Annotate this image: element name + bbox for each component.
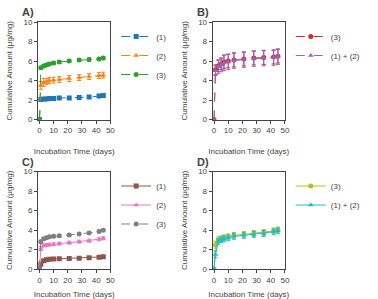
- svg-text:30: 30: [78, 276, 87, 285]
- svg-text:50: 50: [281, 126, 290, 135]
- svg-text:2: 2: [203, 245, 208, 254]
- svg-text:10: 10: [198, 18, 207, 27]
- svg-text:0: 0: [212, 276, 217, 285]
- svg-text:40: 40: [92, 126, 101, 135]
- svg-text:(3): (3): [156, 71, 166, 80]
- svg-text:10: 10: [49, 276, 58, 285]
- svg-text:Cumulative Amount (μg/mg): Cumulative Amount (μg/mg): [180, 170, 189, 270]
- svg-text:4: 4: [28, 226, 33, 235]
- svg-text:10: 10: [23, 18, 32, 27]
- svg-text:30: 30: [78, 126, 87, 135]
- svg-text:20: 20: [63, 126, 72, 135]
- svg-text:50: 50: [106, 126, 115, 135]
- svg-text:(3): (3): [331, 33, 341, 42]
- svg-text:20: 20: [63, 276, 72, 285]
- svg-text:30: 30: [252, 126, 261, 135]
- svg-text:6: 6: [28, 206, 33, 215]
- svg-text:0: 0: [37, 126, 42, 135]
- svg-text:10: 10: [23, 167, 32, 176]
- svg-text:30: 30: [252, 276, 261, 285]
- svg-text:40: 40: [266, 126, 275, 135]
- svg-text:2: 2: [203, 96, 208, 105]
- svg-text:(2): (2): [156, 201, 166, 210]
- svg-text:(2): (2): [156, 52, 166, 61]
- svg-text:6: 6: [203, 57, 208, 66]
- svg-text:(1) + (2): (1) + (2): [331, 201, 360, 210]
- svg-text:6: 6: [28, 57, 33, 66]
- svg-text:0: 0: [37, 276, 42, 285]
- svg-text:C): C): [22, 156, 34, 168]
- svg-text:(3): (3): [156, 220, 166, 229]
- svg-text:10: 10: [49, 126, 58, 135]
- svg-text:(1) + (2): (1) + (2): [331, 52, 360, 61]
- svg-text:(1): (1): [156, 182, 166, 191]
- svg-text:40: 40: [92, 276, 101, 285]
- svg-text:4: 4: [203, 226, 208, 235]
- svg-text:(1): (1): [156, 33, 166, 42]
- svg-text:2: 2: [28, 96, 33, 105]
- svg-text:Incubation Time (days): Incubation Time (days): [208, 290, 289, 299]
- svg-text:Incubation Time (days): Incubation Time (days): [208, 147, 289, 156]
- svg-text:A): A): [22, 6, 34, 18]
- svg-text:Cumulative Amount (μg/mg): Cumulative Amount (μg/mg): [180, 21, 189, 121]
- svg-text:2: 2: [28, 245, 33, 254]
- svg-text:10: 10: [198, 167, 207, 176]
- svg-text:Incubation Time (days): Incubation Time (days): [34, 290, 115, 299]
- svg-text:50: 50: [281, 276, 290, 285]
- svg-text:0: 0: [28, 115, 33, 124]
- svg-text:20: 20: [238, 276, 247, 285]
- svg-text:0: 0: [212, 126, 217, 135]
- svg-text:10: 10: [224, 126, 233, 135]
- svg-text:0: 0: [203, 115, 208, 124]
- svg-text:8: 8: [203, 37, 208, 46]
- svg-text:10: 10: [224, 276, 233, 285]
- svg-text:Cumulative Amount (μg/mg): Cumulative Amount (μg/mg): [5, 21, 14, 121]
- svg-text:8: 8: [28, 37, 33, 46]
- svg-text:Incubation Time (days): Incubation Time (days): [34, 147, 115, 156]
- svg-text:(3): (3): [331, 182, 341, 191]
- svg-text:0: 0: [203, 265, 208, 274]
- svg-text:8: 8: [203, 187, 208, 196]
- svg-text:20: 20: [238, 126, 247, 135]
- svg-text:0: 0: [28, 265, 33, 274]
- svg-text:B): B): [197, 6, 209, 18]
- svg-text:40: 40: [266, 276, 275, 285]
- svg-text:6: 6: [203, 206, 208, 215]
- svg-text:D): D): [197, 156, 209, 168]
- svg-text:50: 50: [106, 276, 115, 285]
- svg-text:Cumulative Amount (μg/mg): Cumulative Amount (μg/mg): [5, 170, 14, 270]
- svg-text:4: 4: [203, 76, 208, 85]
- svg-text:4: 4: [28, 76, 33, 85]
- svg-text:8: 8: [28, 187, 33, 196]
